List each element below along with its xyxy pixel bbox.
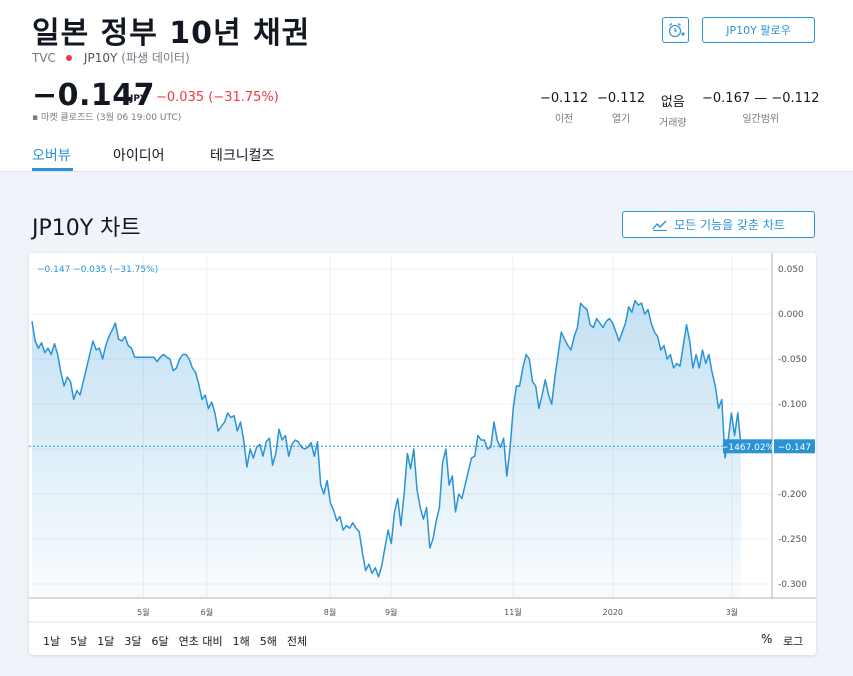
price-change: −0.035 (−31.75%): [156, 90, 279, 105]
range-5d[interactable]: 5날: [70, 635, 88, 648]
range-6m[interactable]: 6달: [151, 635, 169, 648]
range-3m[interactable]: 3달: [124, 635, 142, 648]
x-tick-label: 3월: [726, 607, 738, 617]
y-tick-label: -0.200: [778, 490, 807, 500]
stat-day-range: −0.167 — −0.112 일간범위: [702, 91, 819, 125]
x-tick-label: 5월: [137, 607, 149, 617]
chart-legend: −0.147 −0.035 (−31.75%): [37, 265, 159, 275]
stat-label: 거래량: [659, 118, 687, 129]
stat-label: 이전: [554, 114, 574, 125]
y-tick-label: -0.300: [778, 580, 807, 590]
range-5y[interactable]: 5해: [259, 635, 277, 648]
alarm-clock-plus-icon: [668, 23, 685, 38]
tab-technicals[interactable]: 테크니컬즈: [210, 148, 275, 164]
range-1y[interactable]: 1해: [232, 635, 250, 648]
symbol-row: TVC JP10Y (파생 데이터): [32, 49, 190, 66]
follow-button[interactable]: JP10Y 팔로우: [702, 17, 815, 43]
last-price-badge: −0.147: [778, 443, 811, 453]
range-ytd[interactable]: 연초 대비: [178, 635, 223, 648]
x-tick-label: 9월: [385, 607, 397, 617]
range-1m[interactable]: 1달: [97, 635, 115, 648]
x-tick-label: 8월: [324, 607, 336, 617]
add-alert-button[interactable]: [662, 17, 689, 43]
stat-label: 열기: [611, 114, 631, 125]
exchange-label: TVC: [32, 50, 56, 65]
percent-change-badge-bg: [723, 439, 772, 454]
y-tick-label: -0.050: [778, 355, 807, 365]
active-tab-indicator: [32, 168, 73, 171]
currency-label: JPY: [130, 94, 147, 104]
stat-value: 없음: [660, 95, 685, 110]
y-tick-label: -0.250: [778, 535, 807, 545]
stat-open: −0.112 열기: [597, 91, 645, 125]
stat-previous: −0.112 이전: [540, 91, 588, 125]
full-featured-chart-button[interactable]: 모든 기능을 갖춘 차트: [622, 211, 815, 238]
y-tick-label: -0.100: [778, 400, 807, 410]
page-title: 일본 정부 10년 채권: [32, 16, 311, 51]
stat-value: −0.167 — −0.112: [702, 91, 820, 106]
price-chart[interactable]: 0.0500.000-0.050-0.100-0.150-0.200-0.250…: [29, 253, 816, 655]
symbol-label: JP10Y: [83, 50, 118, 65]
x-tick-label: 2020: [603, 608, 623, 617]
symbol-note: (파생 데이터): [121, 51, 190, 65]
y-tick-label: 0.050: [778, 265, 804, 275]
price-line: [31, 299, 742, 578]
chart-section-title: JP10Y 차트: [32, 216, 141, 241]
range-1d[interactable]: 1날: [43, 635, 61, 648]
header: 일본 정부 10년 채권 TVC JP10Y (파생 데이터) JP10Y 팔로…: [0, 0, 853, 172]
percent-change-badge: −1467.02%: [721, 443, 775, 453]
y-tick-label: 0.000: [778, 310, 804, 320]
log-scale-toggle[interactable]: 로그: [783, 635, 804, 648]
chart-card[interactable]: 0.0500.000-0.050-0.100-0.150-0.200-0.250…: [29, 253, 816, 655]
status-dot-icon: [65, 54, 72, 61]
range-selector: 1날 5날 1달 3달 6달 연초 대비 1해 5해 전체: [43, 633, 307, 649]
tab-ideas[interactable]: 아이디어: [113, 148, 165, 164]
price-area-fill: [32, 300, 741, 598]
stat-volume: 없음 거래량: [659, 91, 687, 129]
x-tick-label: 11월: [504, 607, 522, 617]
stat-value: −0.112: [597, 91, 646, 106]
x-tick-label: 6월: [201, 607, 213, 617]
tab-overview[interactable]: 오버뷰: [32, 148, 71, 164]
range-all[interactable]: 전체: [286, 635, 308, 648]
full-chart-label: 모든 기능을 갖춘 차트: [674, 218, 785, 232]
stat-label: 일간범위: [742, 114, 780, 125]
stat-value: −0.112: [540, 91, 589, 106]
price-value: −0.147: [32, 78, 156, 113]
market-status: ▪ 마켓 클로즈드 (3월 06 19:00 UTC): [32, 113, 182, 123]
chart-icon: [652, 220, 668, 231]
last-price-badge-bg: [774, 439, 815, 454]
percent-scale-toggle[interactable]: %: [761, 632, 773, 646]
